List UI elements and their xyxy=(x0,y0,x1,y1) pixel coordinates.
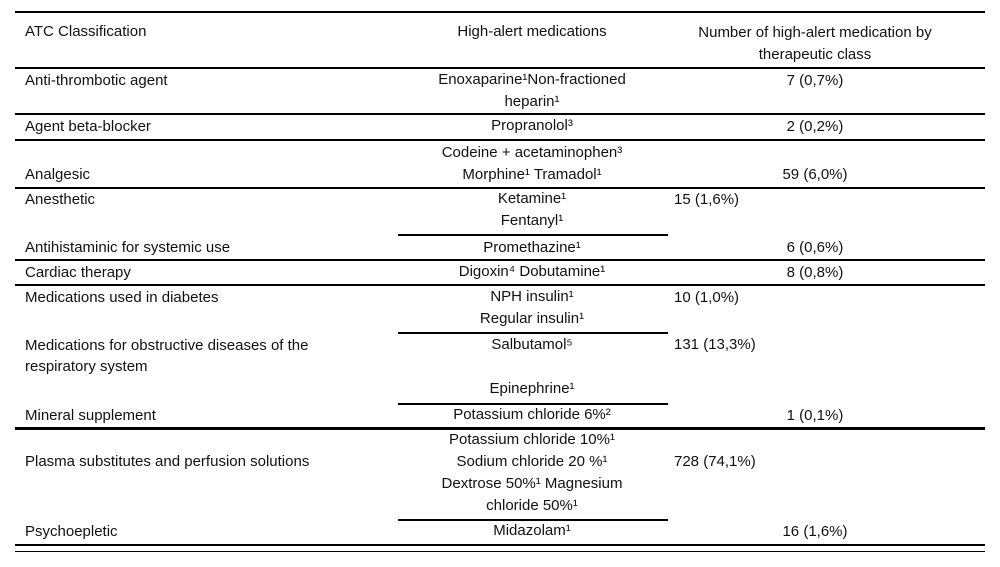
med-line: Regular insulin¹ xyxy=(479,310,585,327)
med-line: Enoxaparine¹Non-fractioned xyxy=(438,71,626,88)
med-line: Propranolol³ xyxy=(491,117,573,134)
row-divider xyxy=(15,427,985,430)
med-line: Midazolam¹ xyxy=(493,522,571,539)
table-top-rule xyxy=(15,11,985,13)
med-line: Promethazine¹ xyxy=(483,239,581,256)
row-classification: Analgesic xyxy=(25,166,91,183)
count-cell: 15 (1,6%) xyxy=(674,191,740,208)
med-line: chloride 50%¹ xyxy=(486,497,578,514)
med-line: Dextrose 50%¹ Magnesium xyxy=(441,475,623,492)
med-line: heparin¹ xyxy=(504,93,560,110)
table-bottom-rule-2 xyxy=(15,551,985,552)
count-cell: 59 (6,0%) xyxy=(782,166,848,183)
header-atc-classification: ATC Classification xyxy=(25,23,147,40)
count-cell: 7 (0,7%) xyxy=(786,72,844,89)
med-line: Codeine + acetaminophen³ xyxy=(441,144,623,161)
med-column-divider xyxy=(398,403,668,405)
med-line: Ketamine¹ xyxy=(497,190,567,207)
table-bottom-rule xyxy=(15,544,985,546)
row-classification: Mineral supplement xyxy=(25,407,156,424)
header-high-alert-medications: High-alert medications xyxy=(457,23,607,40)
count-cell: 16 (1,6%) xyxy=(782,523,848,540)
count-cell: 728 (74,1%) xyxy=(674,453,756,470)
med-line: Potassium chloride 10%¹ xyxy=(449,431,615,448)
row-divider xyxy=(15,259,985,261)
row-divider xyxy=(15,113,985,115)
row-classification: Anesthetic xyxy=(25,191,96,208)
row-divider xyxy=(15,139,985,141)
count-cell: 6 (0,6%) xyxy=(786,239,844,256)
row-classification: Antihistaminic for systemic use xyxy=(25,239,231,256)
count-cell: 10 (1,0%) xyxy=(674,289,740,306)
row-divider xyxy=(15,187,985,189)
row-classification: Medications used in diabetes xyxy=(25,289,219,306)
row-classification: Plasma substitutes and perfusion solutio… xyxy=(25,453,310,470)
header-bottom-rule xyxy=(15,67,985,69)
row-divider xyxy=(15,284,985,286)
med-line: NPH insulin¹ xyxy=(490,288,574,305)
row-classification: Cardiac therapy xyxy=(25,264,131,281)
count-cell: 1 (0,1%) xyxy=(786,407,844,424)
count-cell: 131 (13,3%) xyxy=(674,336,756,353)
med-line: Sodium chloride 20 %¹ xyxy=(456,453,608,470)
row-classification: Agent beta-blocker xyxy=(25,118,151,135)
count-cell: 8 (0,8%) xyxy=(786,264,844,281)
med-line: Potassium chloride 6%² xyxy=(453,406,611,423)
med-line: Salbutamol⁵ xyxy=(491,336,573,353)
med-column-divider xyxy=(398,332,668,334)
med-column-divider xyxy=(398,519,668,521)
row-classification: Medications for obstructive diseases of … xyxy=(25,337,309,375)
med-column-divider xyxy=(398,234,668,236)
med-line: Morphine¹ Tramadol¹ xyxy=(462,166,602,183)
row-classification: Anti-thrombotic agent xyxy=(25,72,168,89)
med-line: Fentanyl¹ xyxy=(500,212,564,229)
header-number-by-class: Number of high-alert medication by thera… xyxy=(698,24,932,63)
med-line: Epinephrine¹ xyxy=(489,380,575,397)
count-cell: 2 (0,2%) xyxy=(786,118,844,135)
med-line: Digoxin⁴ Dobutamine¹ xyxy=(458,263,606,280)
row-classification: Psychoepletic xyxy=(25,523,118,540)
